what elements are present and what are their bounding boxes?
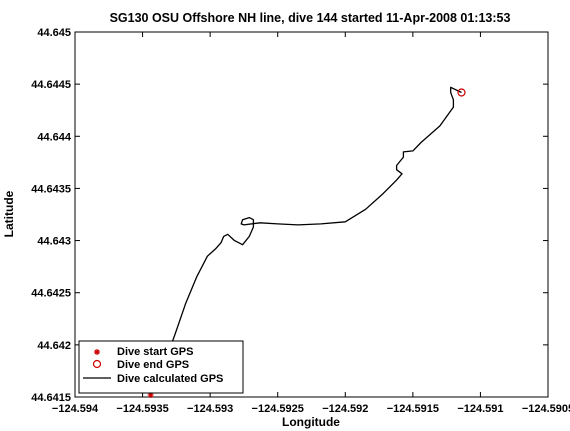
x-tick-label: −124.591 (457, 403, 503, 415)
x-axis-label: Longitude (282, 415, 340, 429)
plot-series (147, 86, 466, 398)
legend-box (78, 340, 244, 394)
y-tick-label: 44.644 (37, 131, 72, 143)
y-axis-label: Latitude (2, 190, 16, 237)
x-tick-label: −124.594 (52, 403, 99, 415)
legend-marker-star (94, 349, 100, 355)
chart-title: SG130 OSU Offshore NH line, dive 144 sta… (110, 11, 511, 25)
y-tick-label: 44.643 (37, 236, 71, 248)
x-tick-label: −124.592 (322, 403, 368, 415)
plot-area (74, 31, 549, 398)
x-tick-label: −124.593 (187, 403, 233, 415)
x-tick-label: −124.5925 (252, 403, 304, 415)
axis-ticks: −124.594 −124.5935 −124.593 −124.5925 −124.5… (31, 27, 570, 415)
x-tick-label: −124.5915 (387, 403, 439, 415)
y-tick-label: 44.645 (37, 27, 71, 39)
y-tick-label: 44.6435 (31, 183, 71, 195)
series-point-dive-end-gps (457, 88, 466, 97)
legend-label: Dive calculated GPS (117, 373, 223, 385)
y-tick-label: 44.642 (37, 340, 71, 352)
y-tick-label: 44.6445 (31, 79, 71, 91)
x-tick-label: −124.5935 (116, 403, 168, 415)
legend-marker-circle (92, 359, 102, 369)
x-tick-label: −124.5905 (522, 403, 570, 415)
series-line-dive-calculated-gps (150, 86, 462, 396)
y-tick-label: 44.6425 (31, 288, 71, 300)
y-tick-label: 44.6415 (31, 392, 71, 404)
legend-label: Dive start GPS (117, 346, 193, 358)
legend-label: Dive end GPS (117, 359, 189, 371)
